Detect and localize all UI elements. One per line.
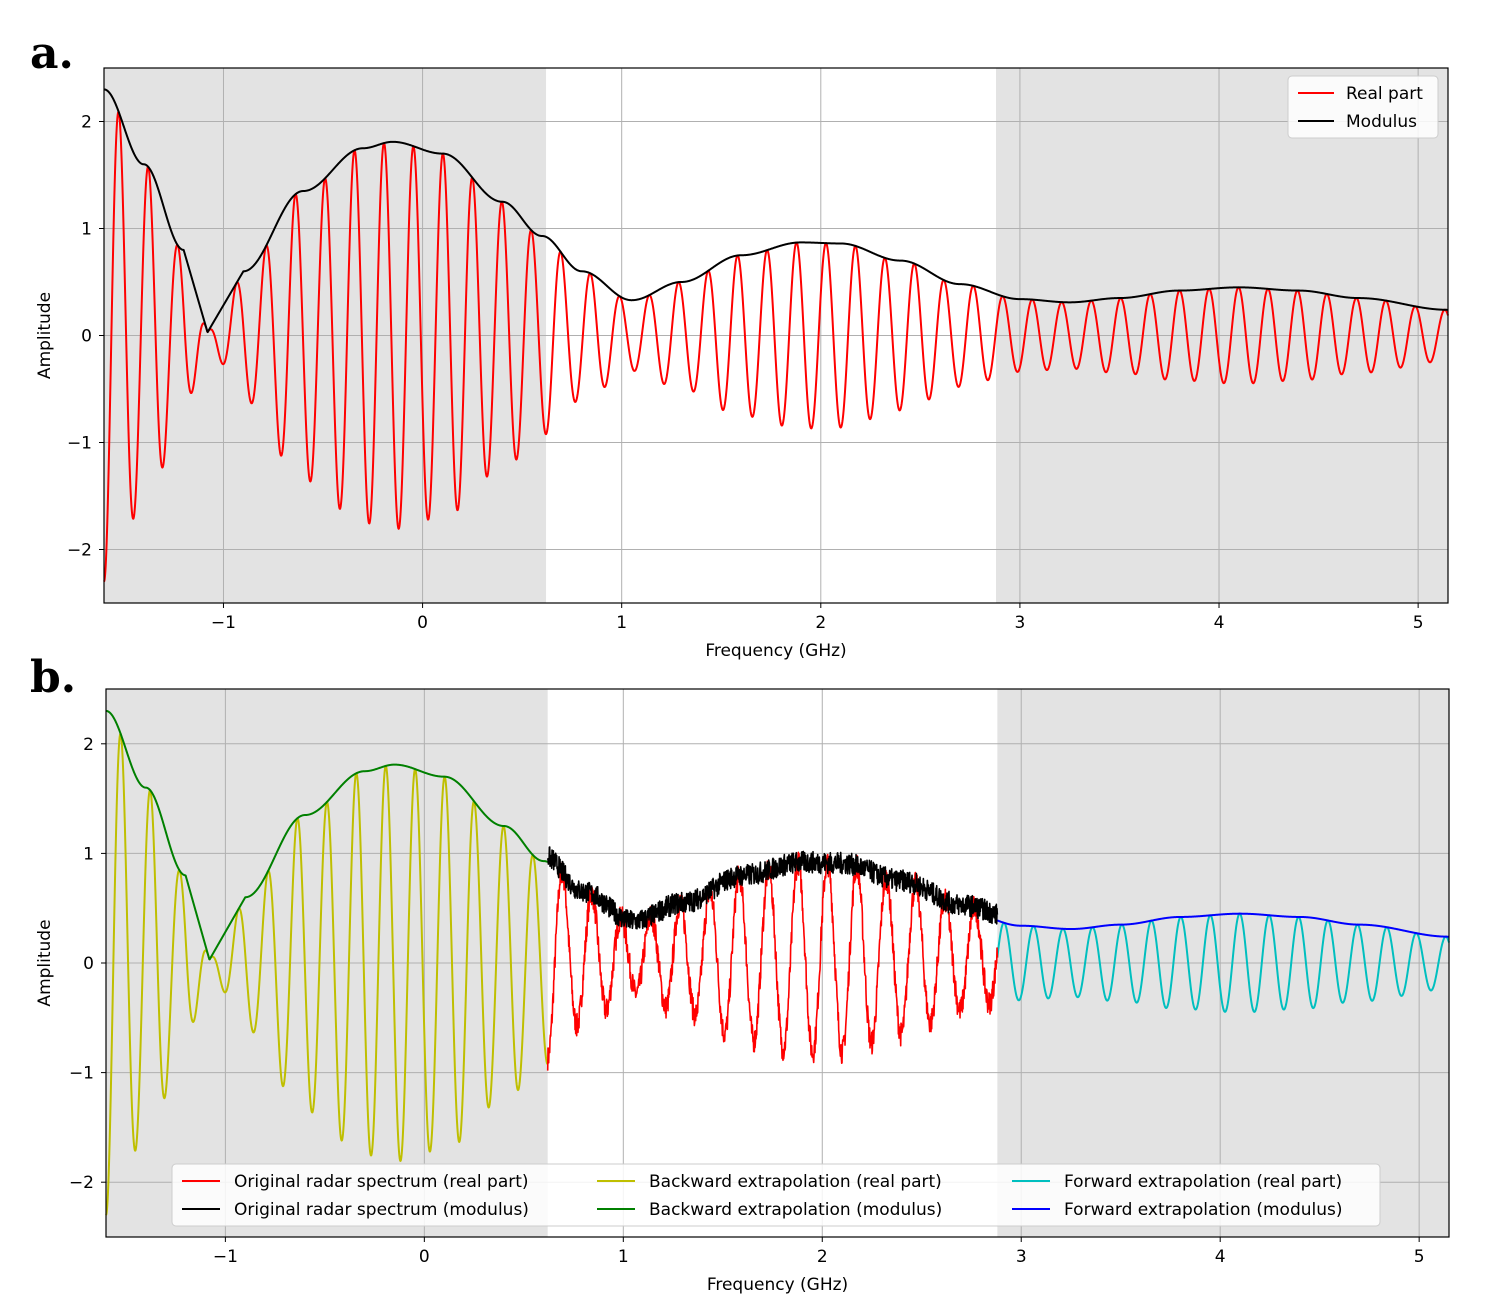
x-axis-label: Frequency (GHz) bbox=[705, 641, 846, 661]
y-tick-label: −2 bbox=[69, 1173, 94, 1193]
x-axis-label: Frequency (GHz) bbox=[707, 1275, 848, 1295]
x-tick-label: 4 bbox=[1214, 613, 1225, 633]
legend-label: Modulus bbox=[1346, 112, 1417, 132]
y-tick-label: −1 bbox=[67, 434, 92, 454]
y-axis-label: Amplitude bbox=[35, 919, 55, 1006]
series-line-forward-real bbox=[996, 912, 1450, 1013]
x-tick-label: 2 bbox=[817, 1247, 828, 1267]
y-tick-label: 0 bbox=[83, 954, 94, 974]
chart-panel-a: −1 0 1 2 3 4 5 −2 −1 0 1 2 Frequency (GHz) Amplitude a… bbox=[30, 28, 1449, 661]
legend-label: Real part bbox=[1346, 84, 1423, 104]
series-line-backward-modulus bbox=[105, 709, 549, 961]
panel-label: a. bbox=[30, 28, 74, 79]
x-tick-label: 1 bbox=[616, 613, 627, 633]
series-line-original-modulus bbox=[546, 846, 999, 930]
x-tick-label: −1 bbox=[213, 1247, 238, 1267]
x-tick-label: 0 bbox=[417, 613, 428, 633]
legend-label: Backward extrapolation (modulus) bbox=[649, 1200, 942, 1220]
x-tick-label: 5 bbox=[1414, 1247, 1425, 1267]
chart-panel-b: −1 0 1 2 3 4 5 −2 −1 0 1 2 Frequency (GHz) Amplitude b… bbox=[30, 652, 1450, 1295]
x-tick-label: 0 bbox=[419, 1247, 430, 1267]
x-tick-label: 1 bbox=[618, 1247, 629, 1267]
x-tick-label: 5 bbox=[1413, 613, 1424, 633]
legend-box bbox=[171, 1163, 1381, 1227]
legend-label: Forward extrapolation (modulus) bbox=[1064, 1200, 1343, 1220]
x-tick-label: 3 bbox=[1016, 1247, 1027, 1267]
y-axis-label: Amplitude bbox=[35, 292, 55, 379]
legend-label: Backward extrapolation (real part) bbox=[649, 1172, 942, 1192]
panel-label: b. bbox=[30, 652, 76, 703]
y-tick-label: 0 bbox=[81, 327, 92, 347]
y-tick-label: 2 bbox=[83, 735, 94, 755]
y-tick-label: −2 bbox=[67, 541, 92, 561]
y-tick-label: 1 bbox=[83, 844, 94, 864]
x-tick-label: 4 bbox=[1215, 1247, 1226, 1267]
y-tick-label: 2 bbox=[81, 113, 92, 133]
series-line-modulus bbox=[103, 88, 1449, 334]
legend-label: Original radar spectrum (real part) bbox=[234, 1172, 529, 1192]
legend-box bbox=[1287, 75, 1439, 139]
series-line-real-part bbox=[103, 110, 1449, 583]
x-tick-label: 2 bbox=[815, 613, 826, 633]
y-tick-label: −1 bbox=[69, 1064, 94, 1084]
legend-label: Original radar spectrum (modulus) bbox=[234, 1200, 529, 1220]
x-tick-label: −1 bbox=[211, 613, 236, 633]
series-line-forward-modulus bbox=[996, 912, 1450, 938]
x-tick-label: 3 bbox=[1014, 613, 1025, 633]
legend-label: Forward extrapolation (real part) bbox=[1064, 1172, 1342, 1192]
y-tick-label: 1 bbox=[81, 220, 92, 240]
